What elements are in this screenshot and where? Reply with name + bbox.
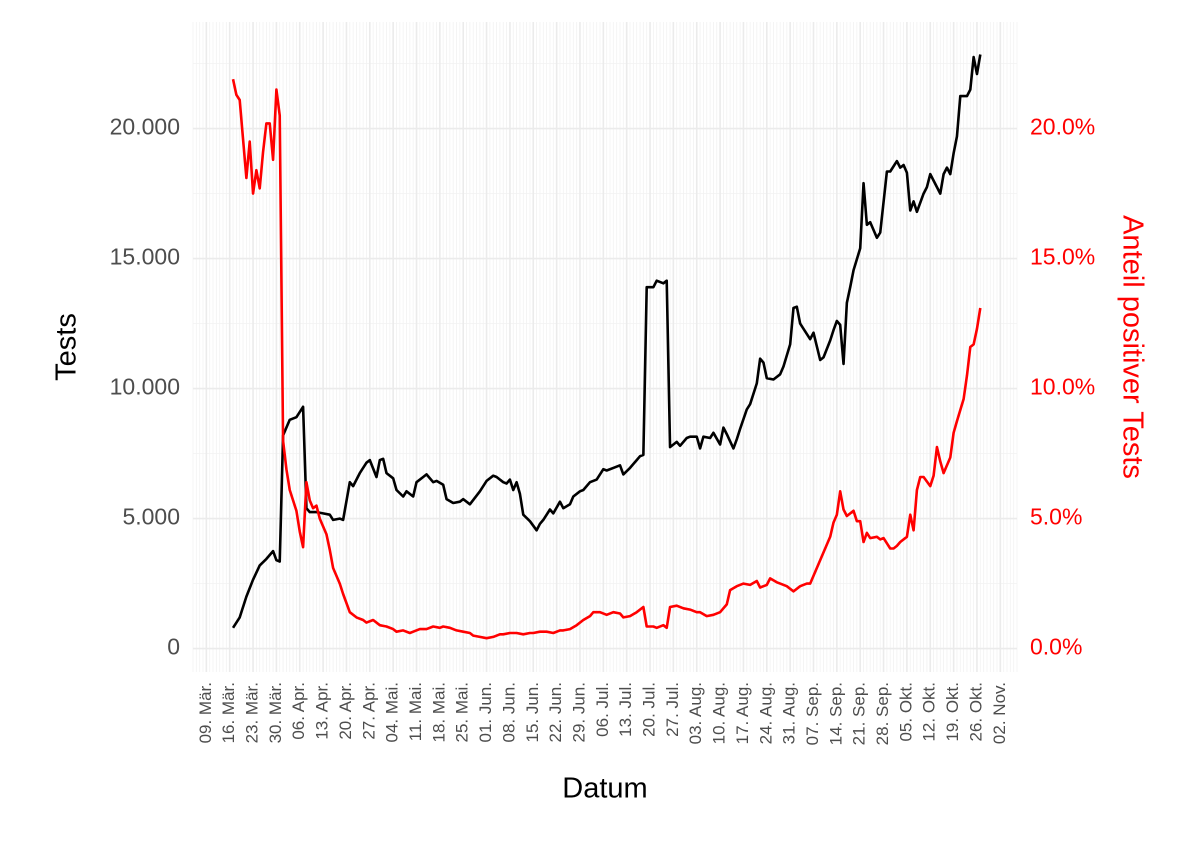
x-tick-label: 22. Jun. <box>546 682 565 743</box>
y-tick-label: 20.000 <box>110 114 180 140</box>
x-tick-label: 19. Okt. <box>943 682 962 742</box>
x-axis-title: Datum <box>562 773 647 805</box>
y-tick-label: 5.000 <box>122 504 180 530</box>
x-tick-label: 04. Mai. <box>383 682 402 742</box>
x-tick-label: 09. Mär. <box>196 682 215 743</box>
x-tick-label: 11. Mai. <box>406 682 425 741</box>
x-tick-label: 13. Jul. <box>616 682 635 737</box>
x-tick-label: 07. Sep. <box>803 682 822 745</box>
grid <box>192 22 1018 672</box>
x-tick-label: 29. Jun. <box>569 682 588 743</box>
x-tick-label: 23. Mär. <box>243 682 262 743</box>
y2-tick-label: 10.0% <box>1030 374 1095 400</box>
x-tick-label: 01. Jun. <box>476 682 495 743</box>
y2-tick-label: 15.0% <box>1030 244 1095 270</box>
y-tick-label: 10.000 <box>110 374 180 400</box>
data-line <box>231 54 982 629</box>
x-tick-label: 30. Mär. <box>266 682 285 743</box>
x-tick-label: 25. Mai. <box>453 682 472 742</box>
x-tick-label: 20. Jul. <box>640 682 659 737</box>
y-tick-label: 0 <box>167 634 180 660</box>
y2-tick-label: 20.0% <box>1030 114 1095 140</box>
x-tick-label: 27. Jul. <box>663 682 682 737</box>
x-tick-label: 06. Jul. <box>593 682 612 737</box>
x-tick-label: 24. Aug. <box>756 682 775 744</box>
x-tick-label: 03. Aug. <box>686 682 705 744</box>
x-tick-label: 16. Mär. <box>219 682 238 743</box>
x-tick-label: 26. Okt. <box>966 682 985 742</box>
x-tick-label: 17. Aug. <box>733 682 752 744</box>
x-tick-label: 31. Aug. <box>780 682 799 744</box>
x-tick-label: 02. Nov. <box>990 682 1009 744</box>
y2-tick-label: 5.0% <box>1030 504 1082 530</box>
x-tick-label: 06. Apr. <box>289 682 308 740</box>
y2-tick-label: 0.0% <box>1030 634 1082 660</box>
x-tick-label: 13. Apr. <box>313 682 332 740</box>
x-tick-label: 12. Okt. <box>920 682 939 742</box>
x-tick-label: 05. Okt. <box>896 682 915 742</box>
x-tick-label: 08. Jun. <box>499 682 518 743</box>
x-tick-label: 14. Sep. <box>826 682 845 745</box>
x-tick-label: 21. Sep. <box>850 682 869 745</box>
x-tick-label: 27. Apr. <box>359 682 378 740</box>
y-tick-label: 15.000 <box>110 244 180 270</box>
x-tick-label: 18. Mai. <box>429 682 448 742</box>
x-tick-label: 20. Apr. <box>336 682 355 740</box>
data-line <box>231 78 982 640</box>
y2-axis-title: Anteil positiver Tests <box>1116 215 1148 479</box>
x-tick-label: 28. Sep. <box>873 682 892 745</box>
x-tick-label: 15. Jun. <box>523 682 542 743</box>
y-axis-title: Tests <box>51 313 83 381</box>
minor-grid <box>192 22 1018 672</box>
x-tick-label: 10. Aug. <box>710 682 729 744</box>
